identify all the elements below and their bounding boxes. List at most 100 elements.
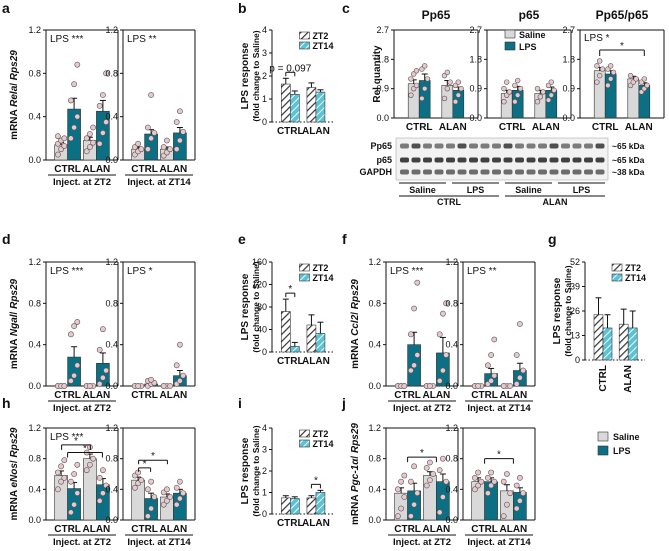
y-tick-label: 0.4 (28, 484, 41, 494)
legend-label-saline: Saline (613, 432, 640, 442)
bar-zt2 (306, 497, 317, 515)
data-point-lps (176, 495, 183, 502)
y-axis-label-part: eNos (9, 463, 20, 488)
y-tick-label: 0.4 (28, 340, 41, 350)
data-point-saline (87, 383, 93, 389)
panel-label-d: d (2, 231, 11, 247)
legend-label-zt2: ZT2 (625, 263, 641, 273)
data-point-saline (55, 133, 61, 140)
y-tick-label: 1.2 (368, 423, 381, 433)
panel-label-e: e (238, 231, 246, 247)
data-point-saline (503, 471, 510, 477)
data-point-saline (534, 99, 541, 105)
significance-bracket-label: * (620, 41, 624, 52)
panel-label-i: i (238, 395, 242, 411)
y-axis-label: mRNA Ccl2/ Rps29 (350, 279, 361, 369)
y-tick-label: 0.0 (445, 381, 458, 391)
y-tick-label: 1.2 (105, 25, 118, 35)
data-point-saline (167, 383, 173, 389)
y-axis-label-part: / (9, 458, 20, 464)
data-point-lps (96, 497, 103, 504)
data-point-lps (520, 490, 526, 497)
data-point-lps (443, 300, 449, 307)
data-point-lps (443, 478, 449, 485)
blot-band (411, 157, 421, 163)
data-point-lps (419, 95, 425, 102)
y-axis-label: mRNA Rela/ Rps29 (9, 50, 20, 140)
y-tick-label: 3 (262, 48, 267, 58)
category-label: CTRL (131, 390, 158, 401)
data-point-lps (176, 377, 183, 384)
data-point-saline (500, 383, 507, 389)
data-point-saline (394, 486, 401, 493)
y-tick-label: 0.8 (105, 68, 118, 78)
data-point-lps (512, 99, 518, 105)
data-point-saline (163, 486, 170, 493)
blot-band (492, 157, 501, 163)
injection-caption: Inject. at ZT2 (53, 177, 111, 188)
y-tick-label: 1.2 (368, 257, 381, 267)
y-tick-label: 0.0 (28, 515, 41, 525)
data-point-saline (478, 478, 485, 485)
data-point-lps (100, 92, 106, 98)
data-point-lps (548, 79, 554, 85)
data-point-lps (148, 478, 154, 485)
y-tick-label: 120 (252, 280, 267, 290)
category-label: ALAN (500, 390, 528, 401)
data-point-saline (504, 79, 510, 85)
y-tick-label: 0.0 (105, 515, 118, 525)
data-point-saline (138, 477, 145, 484)
data-point-saline (398, 478, 404, 485)
data-point-saline (594, 79, 600, 85)
molecular-weight-label: ~65 kDa (612, 155, 645, 165)
data-point-saline (61, 457, 68, 464)
legend-swatch-saline (504, 29, 516, 39)
legend-swatch-zt14 (299, 41, 310, 50)
category-label: CTRL (471, 524, 498, 535)
data-point-lps (144, 124, 151, 131)
y-tick-label: 0.0 (105, 381, 118, 391)
y-axis-label-part: / (350, 453, 361, 459)
blot-band (572, 143, 582, 149)
data-point-lps (414, 352, 421, 358)
category-label: ALAN (439, 122, 467, 133)
data-point-lps (484, 362, 491, 369)
blot-band (526, 169, 536, 175)
category-label: ALAN (302, 126, 330, 137)
blot-band (446, 169, 455, 175)
legend-swatch-zt2 (299, 263, 310, 272)
data-point-lps (71, 323, 77, 329)
data-point-saline (163, 137, 170, 144)
data-point-lps (148, 505, 154, 512)
data-point-lps (407, 331, 414, 338)
significance-bracket-label: * (497, 450, 501, 461)
y-tick-label: 0.0 (368, 381, 381, 391)
panel-label-c: c (342, 0, 350, 16)
y-axis-label-part: Pgc-1α (350, 458, 361, 492)
data-point-lps (439, 455, 446, 462)
data-point-saline (167, 494, 173, 500)
y-axis-label-part: mRNA (9, 336, 20, 369)
bar-zt14 (315, 333, 326, 353)
data-point-lps (488, 482, 494, 489)
data-point-lps (103, 482, 109, 489)
y-axis-label-part: Ccl2 (350, 314, 361, 336)
data-point-lps (411, 362, 417, 369)
data-point-lps (173, 362, 180, 369)
data-point-lps (74, 319, 81, 325)
data-point-lps (439, 367, 446, 374)
data-point-lps (100, 326, 106, 333)
data-point-lps (96, 140, 103, 147)
data-point-saline (501, 99, 507, 105)
significance-annotation: LPS *** (50, 432, 83, 443)
data-point-saline (426, 383, 433, 389)
blot-lane-label: Saline (515, 185, 542, 195)
data-point-lps (68, 478, 74, 485)
legend-swatch-zt2 (611, 263, 623, 272)
legend-label-zt14: ZT14 (312, 41, 333, 51)
y-axis-label-part: Rela (9, 85, 20, 107)
data-point-lps (520, 367, 526, 374)
data-point-lps (148, 135, 154, 142)
category-label: CTRL (471, 390, 498, 401)
data-point-saline (83, 467, 90, 474)
